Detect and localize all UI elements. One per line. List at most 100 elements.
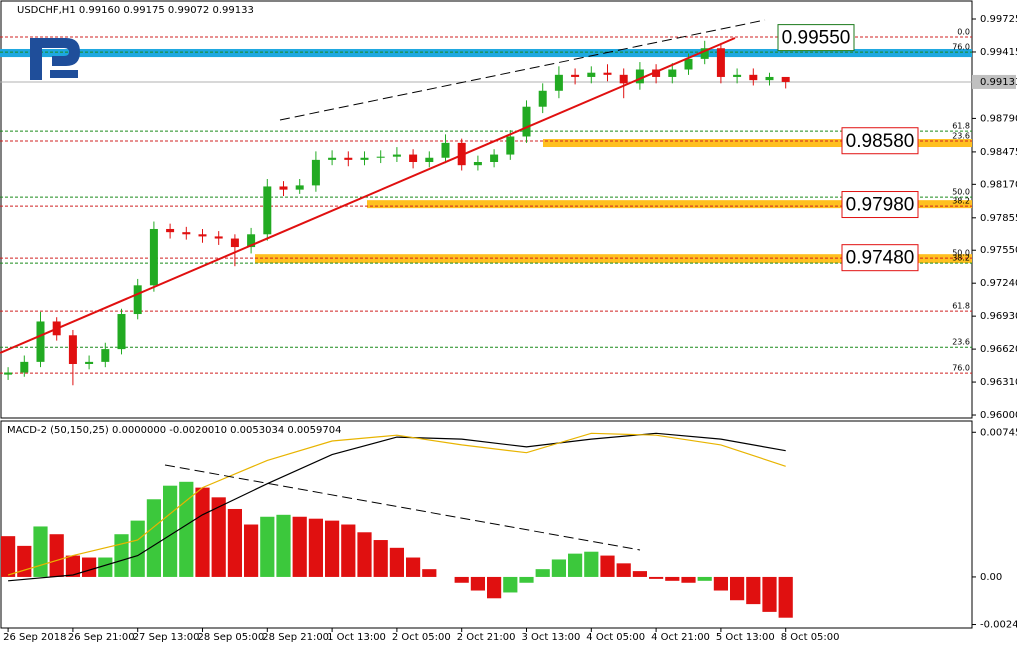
candle-body (182, 232, 191, 235)
y-tick-label: -0.002451 (980, 620, 1017, 631)
histogram-bar (454, 576, 469, 583)
macd-line (7, 432, 786, 576)
histogram-bar (422, 569, 437, 577)
x-tick-label: 4 Oct 21:00 (651, 632, 710, 643)
candle-body (279, 186, 288, 190)
histogram-bar (746, 576, 761, 605)
macd-frame (0, 420, 973, 629)
histogram-bar (551, 559, 566, 577)
logo-part (50, 70, 78, 78)
histogram-bar (649, 576, 664, 579)
histogram-bar (470, 576, 485, 591)
histogram-bar (616, 563, 631, 577)
candle-body (198, 234, 207, 237)
y-tick-label: 0.007451 (980, 427, 1017, 438)
layers: 0.076.061.823.650.038.250.038.261.823.67… (0, 14, 1017, 643)
zone-band (367, 200, 972, 209)
histogram-bar (114, 534, 129, 577)
candle-body (684, 58, 693, 70)
candle-body (603, 72, 612, 75)
candle-body (85, 361, 94, 364)
y-tick-label: 0.99725 (980, 14, 1017, 25)
logo-part (30, 38, 42, 80)
candle-body (149, 228, 158, 286)
x-tick-label: 4 Oct 05:00 (586, 632, 645, 643)
histogram-bar (357, 532, 372, 577)
x-tick-label: 1 Oct 13:00 (327, 632, 386, 643)
macd-line (8, 432, 786, 582)
histogram-bar (82, 557, 97, 577)
histogram-bar (244, 524, 259, 577)
histogram-bar (17, 545, 32, 577)
candle-body (571, 74, 580, 77)
x-tick-label: 28 Sep 05:00 (198, 632, 265, 643)
histogram-bar (681, 576, 696, 583)
histogram-bar (762, 576, 777, 612)
level-label: 50.0 (952, 249, 970, 258)
histogram-bar (179, 481, 194, 577)
candle-body (409, 154, 418, 162)
price-box-label: 0.97980 (846, 195, 915, 216)
candle-body (68, 335, 77, 364)
histogram-bar (535, 569, 550, 577)
candle-body (214, 236, 223, 239)
histogram-bar (276, 514, 291, 577)
price-box-label: 0.97480 (846, 248, 915, 269)
histogram-bar (341, 524, 356, 577)
price-box (777, 24, 855, 52)
candle-body (668, 69, 677, 77)
histogram-bar (713, 576, 728, 591)
candle-body (4, 372, 13, 375)
candle-body (587, 72, 596, 77)
candle-body (538, 90, 547, 107)
level-label: 38.2 (952, 197, 970, 206)
y-tick-label: 0.97855 (980, 213, 1017, 224)
histogram-bar (195, 487, 210, 577)
x-tick-label: 5 Oct 13:00 (716, 632, 775, 643)
candle-body (457, 142, 466, 166)
histogram-bar (697, 576, 712, 581)
candle-body (490, 154, 499, 162)
histogram-bar (260, 516, 275, 577)
price-box (841, 244, 919, 272)
x-tick-label: 26 Sep 2018 (3, 632, 66, 643)
logo (30, 38, 80, 80)
x-tick-label: 2 Oct 21:00 (457, 632, 516, 643)
candle-body (749, 74, 758, 81)
main-frame (0, 0, 973, 419)
level-label: 0.0 (957, 27, 970, 36)
candle-body (328, 157, 337, 160)
candle-body (295, 185, 304, 190)
price-tag (972, 74, 1016, 89)
histogram-bar (665, 576, 680, 581)
level-label: 76.0 (952, 364, 970, 373)
histogram-bar (65, 555, 80, 577)
histogram-bar (373, 540, 388, 577)
candle-body (522, 106, 531, 137)
x-tick-label: 3 Oct 13:00 (522, 632, 581, 643)
histogram-bar (308, 518, 323, 577)
x-tick-label: 26 Sep 21:00 (68, 632, 135, 643)
candle-body (765, 76, 774, 81)
candle-body (101, 349, 110, 362)
candle-body (700, 48, 709, 59)
candle-body (311, 159, 320, 186)
price-box-label: 0.99550 (782, 28, 851, 49)
histogram-bar (33, 526, 48, 577)
histogram-bar (1, 536, 16, 577)
level-label: 61.8 (952, 122, 970, 131)
x-tick-label: 8 Oct 05:00 (781, 632, 840, 643)
candle-body (392, 154, 401, 157)
price-tag-label: 0.99133 (980, 77, 1017, 88)
zone-band (543, 139, 972, 148)
candle-body (344, 157, 353, 160)
histogram-bar (632, 571, 647, 577)
candle-body (360, 157, 369, 160)
